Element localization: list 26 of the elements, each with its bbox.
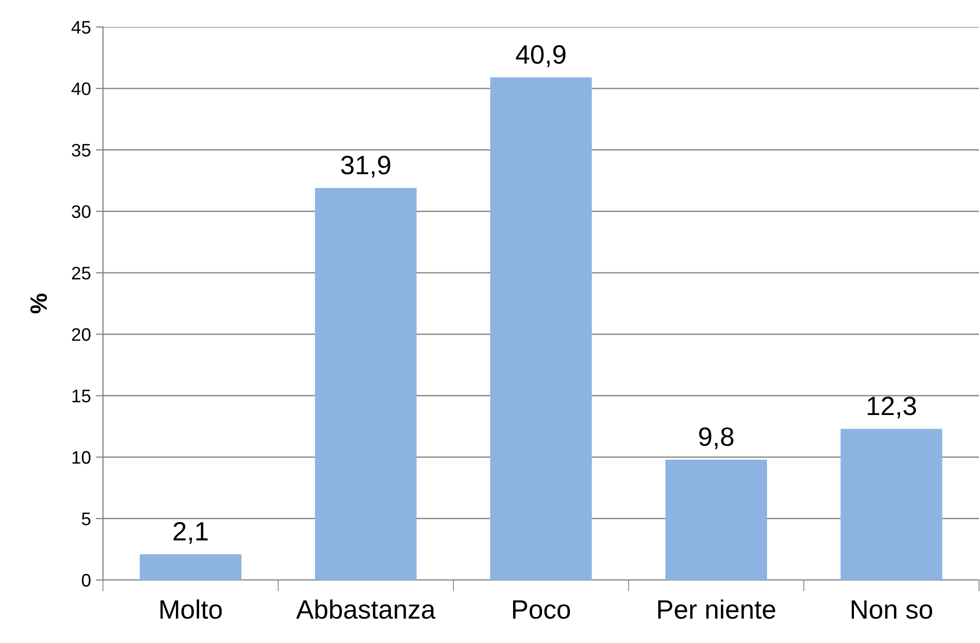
x-tick-label: Abbastanza <box>296 599 436 619</box>
y-tick-label: 25 <box>72 266 90 280</box>
x-tick-label: Per niente <box>658 599 776 619</box>
y-tick-label: 10 <box>72 451 90 464</box>
y-tick-label: 20 <box>72 328 90 341</box>
y-tick-label: 0 <box>82 574 90 587</box>
data-label: 31,9 <box>341 156 390 178</box>
y-tick-label: 45 <box>72 21 90 34</box>
y-axis-title: % <box>30 294 47 314</box>
bar <box>314 188 417 580</box>
y-tick-label: 15 <box>72 390 90 402</box>
x-tick-label: Molto <box>160 599 222 619</box>
data-label: 40,9 <box>516 45 566 67</box>
y-tick-label: 30 <box>72 205 90 218</box>
bar <box>140 554 242 580</box>
x-tick-label: Non so <box>852 600 932 619</box>
data-label: 9,8 <box>699 427 734 450</box>
bar <box>665 460 768 580</box>
x-tick-label: Poco <box>513 600 570 619</box>
bar <box>840 428 942 580</box>
y-tick-label: 5 <box>82 512 90 526</box>
bar <box>490 77 592 580</box>
y-tick-label: 40 <box>72 82 90 96</box>
y-tick-label: 35 <box>72 144 90 157</box>
data-label: 12,3 <box>868 396 916 418</box>
data-label: 2,1 <box>174 522 208 544</box>
